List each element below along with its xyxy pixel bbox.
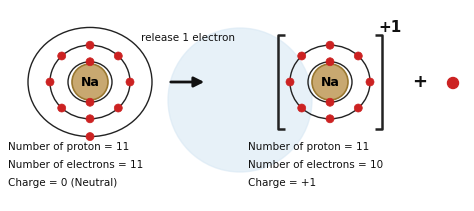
Circle shape: [46, 78, 54, 86]
Circle shape: [286, 78, 294, 86]
Circle shape: [58, 52, 66, 60]
Circle shape: [114, 52, 122, 60]
Circle shape: [447, 77, 458, 88]
Text: +1: +1: [378, 20, 401, 35]
Circle shape: [86, 58, 94, 66]
Circle shape: [326, 41, 334, 49]
Circle shape: [354, 104, 362, 112]
Text: Charge = 0 (Neutral): Charge = 0 (Neutral): [8, 178, 117, 188]
Text: Number of electrons = 10: Number of electrons = 10: [248, 160, 383, 170]
Circle shape: [298, 52, 306, 60]
Circle shape: [326, 115, 334, 123]
Circle shape: [168, 28, 312, 172]
Text: release 1 electron: release 1 electron: [141, 33, 235, 43]
Circle shape: [126, 78, 134, 86]
Circle shape: [58, 104, 66, 112]
Text: Number of proton = 11: Number of proton = 11: [248, 142, 369, 152]
Text: Number of proton = 11: Number of proton = 11: [8, 142, 129, 152]
Text: Charge = +1: Charge = +1: [248, 178, 316, 188]
Circle shape: [86, 98, 94, 106]
Circle shape: [298, 104, 306, 112]
Text: Number of electrons = 11: Number of electrons = 11: [8, 160, 143, 170]
Circle shape: [86, 115, 94, 123]
Circle shape: [326, 98, 334, 106]
Circle shape: [326, 58, 334, 66]
Circle shape: [86, 41, 94, 49]
Circle shape: [114, 104, 122, 112]
Circle shape: [72, 64, 108, 100]
Circle shape: [366, 78, 374, 86]
Text: Na: Na: [81, 76, 100, 88]
Circle shape: [354, 52, 362, 60]
Circle shape: [86, 133, 94, 141]
Circle shape: [312, 64, 348, 100]
Text: Na: Na: [320, 76, 339, 88]
Text: +: +: [412, 73, 428, 91]
